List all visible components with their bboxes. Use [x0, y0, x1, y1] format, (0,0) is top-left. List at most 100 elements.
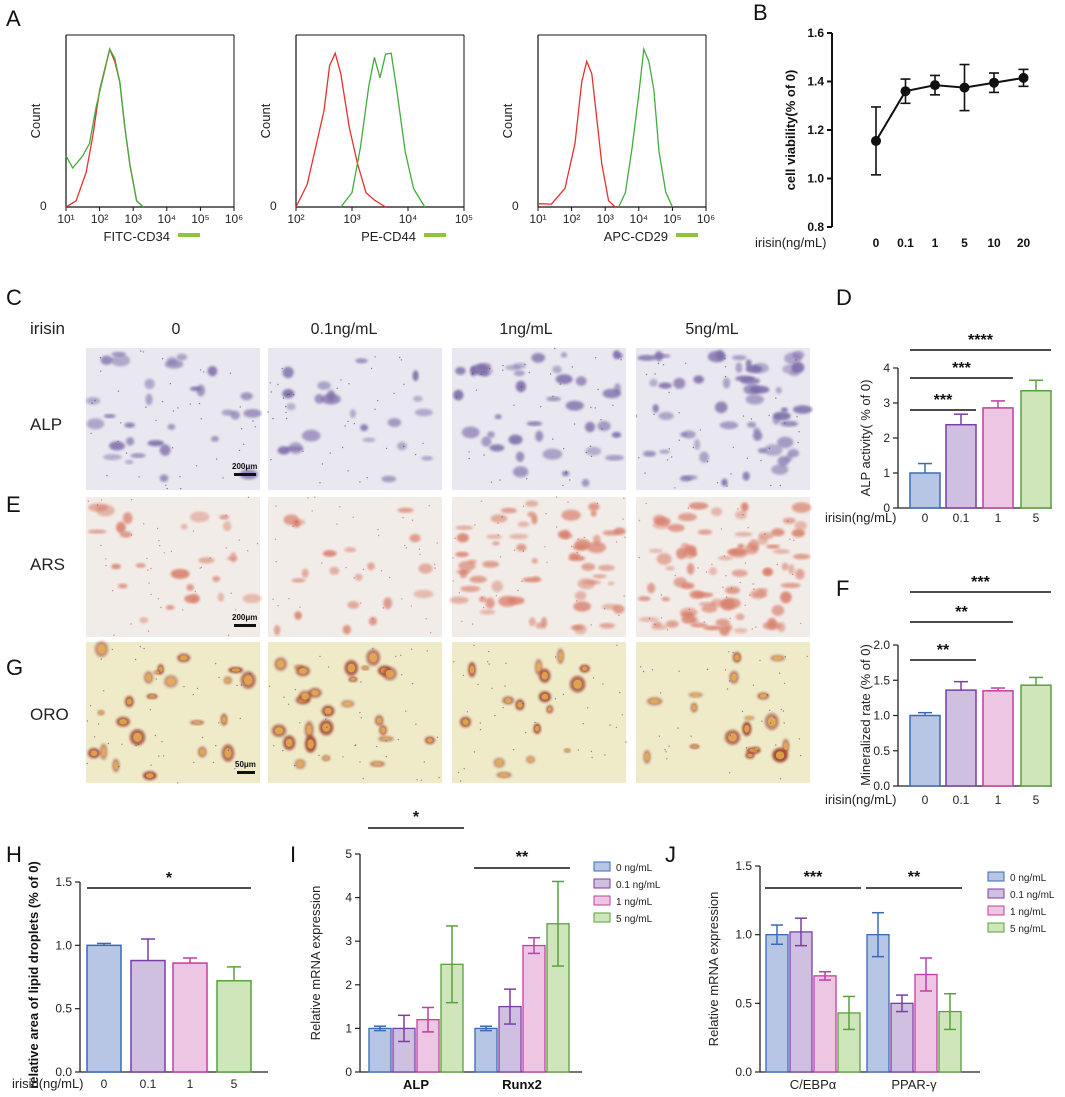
micrograph-ars-2-cell — [531, 558, 538, 564]
micro-col-title-1: 0.1ng/mL — [311, 321, 378, 338]
micrograph-oro-2-droplet — [573, 679, 582, 689]
micrograph-ars-3-cell — [656, 553, 672, 565]
micrograph-oro-2-speck — [554, 698, 557, 700]
micrograph-ars-0-speck — [192, 530, 195, 532]
micrograph-ars-3-speck — [660, 617, 663, 619]
flow-1-control-histogram — [295, 51, 386, 208]
micrograph-alp-3-cell — [763, 444, 783, 456]
micrograph-ars-3-cell — [717, 556, 733, 561]
micrograph-alp-0-cell — [103, 414, 116, 419]
micrograph-oro-1-speck — [362, 777, 364, 780]
h-ytick-3: 1.5 — [55, 875, 72, 889]
micrograph-alp-3-cell — [679, 476, 693, 482]
micrograph-oro-3-droplet — [783, 742, 788, 750]
micrograph-oro-0-speck — [97, 723, 100, 725]
micrograph-ars-2-cell — [491, 580, 503, 593]
micrograph-alp-0-speck — [200, 418, 202, 420]
micrograph-oro-0-droplet — [199, 748, 205, 756]
micrograph-alp-3-speck — [668, 448, 670, 450]
micrograph-ars-0-cell — [170, 569, 190, 579]
micrograph-ars-3-cell — [748, 539, 760, 551]
micrograph-alp-2-cell — [542, 448, 563, 460]
micrograph-ars-2-cell — [478, 596, 487, 603]
micrograph-ars-3-cell — [665, 566, 675, 571]
micrograph-alp-1-speck — [285, 411, 287, 414]
j-ytick-2: 1.0 — [735, 928, 752, 942]
micrograph-alp-2-cell — [597, 420, 611, 432]
i-ytick-1: 1 — [345, 1021, 352, 1035]
flow-0-xtick-3: 10⁴ — [158, 212, 177, 226]
micrograph-ars-3-speck — [667, 629, 669, 631]
micrograph-oro-1-speck — [273, 745, 275, 747]
micrograph-ars-1-speck — [404, 544, 406, 547]
micrograph-ars-3-cell — [720, 598, 736, 611]
micrograph-alp-2-speck — [524, 363, 526, 365]
micrograph-alp-3-speck — [653, 413, 655, 416]
micrograph-alp-0-speck — [91, 402, 93, 404]
micrograph-ars-1-cell — [344, 547, 357, 553]
micrograph-ars-3-cell — [780, 591, 792, 604]
micrograph-alp-0-speck — [140, 350, 142, 352]
d-sig-label-1: *** — [952, 360, 971, 377]
micrograph-ars-2-speck — [623, 497, 625, 499]
micrograph-alp-2-speck — [455, 396, 457, 398]
scale-bar-oro — [237, 771, 255, 774]
micrograph-oro-1-droplet — [274, 727, 284, 735]
flow-1-ylabel: Count — [258, 103, 273, 138]
micrograph-alp-1-cell — [413, 395, 423, 402]
micrograph-alp-1-cell — [349, 409, 356, 419]
micrograph-alp-3-cell — [780, 420, 799, 427]
micrograph-ars-2-cell — [599, 622, 616, 629]
i-legend-swatch-0 — [593, 861, 611, 872]
micrograph-ars-0-cell — [189, 511, 210, 523]
micrograph-oro-3-background — [636, 642, 810, 783]
micrograph-alp-3-speck — [770, 484, 772, 487]
micrograph-alp-0-speck — [195, 465, 198, 467]
j-bar-0-0 — [765, 934, 789, 1073]
micrograph-ars-1-cell — [291, 578, 306, 583]
micrograph-oro-0-speck — [143, 647, 145, 650]
micrograph-ars-0-speck — [157, 598, 160, 600]
micrograph-ars-2-cell — [458, 560, 476, 571]
micrograph-alp-1-speck — [336, 387, 338, 389]
micrograph-alp-2-speck — [502, 364, 504, 367]
micrograph-oro-2-speck — [491, 687, 493, 689]
micrograph-alp-3-cell — [721, 478, 728, 487]
micrograph-alp-2-speck — [569, 479, 571, 481]
micrograph-alp-0-speck — [199, 369, 202, 371]
micrograph-ars-2-cell — [588, 502, 600, 511]
j-legend-swatch-3 — [987, 922, 1005, 933]
micrograph-ars-2-cell — [573, 601, 591, 612]
micrograph-oro-2 — [452, 642, 627, 783]
micrograph-alp-3-speck — [798, 431, 800, 433]
micrograph-alp-0-speck — [165, 484, 167, 486]
micrograph-alp-1-speck — [366, 477, 368, 479]
micrograph-ars-3-speck — [660, 594, 662, 596]
micrograph-alp-0-speck — [177, 407, 179, 409]
micrograph-ars-3 — [636, 497, 812, 637]
micrograph-ars-0-cell — [111, 563, 121, 570]
micrograph-ars-1-speck — [288, 598, 290, 600]
i-sig-label-0: * — [413, 809, 420, 826]
micrograph-oro-0-speck — [183, 686, 185, 688]
micrograph-ars-3-speck — [638, 519, 641, 522]
micrograph-alp-2-speck — [585, 451, 587, 454]
micrograph-oro-1-speck — [359, 712, 361, 714]
micrograph-alp-3-speck — [760, 459, 762, 462]
micrograph-alp-3-speck — [657, 362, 660, 365]
micrograph-alp-0-cell — [221, 409, 234, 416]
micrograph-oro-0-speck — [193, 761, 195, 764]
micrograph-ars-0-cell — [116, 521, 126, 534]
h-xlabel: irisin(ng/mL) — [12, 1076, 84, 1091]
micrograph-oro-3-speck — [766, 694, 769, 696]
micrograph-oro-3-speck — [769, 709, 771, 711]
micrograph-ars-2-speck — [454, 537, 456, 539]
micrograph-oro-1-speck — [326, 726, 328, 728]
i-bar-1-2 — [522, 944, 546, 1073]
h-bar-1 — [130, 959, 166, 1073]
micrograph-alp-3-speck — [724, 375, 727, 378]
d-bar-3 — [1020, 390, 1052, 509]
micrograph-oro-3-speck — [779, 778, 782, 780]
micrograph-ars-2-speck — [522, 505, 525, 507]
micrograph-alp-2-cell — [584, 421, 596, 433]
